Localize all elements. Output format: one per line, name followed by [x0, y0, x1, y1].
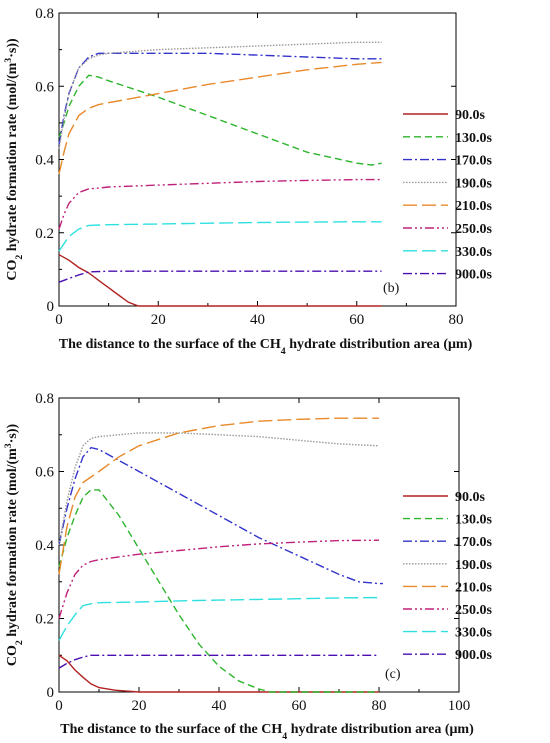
y-tick-label: 0 — [47, 299, 55, 315]
series-line-900.0s — [58, 270, 382, 283]
series-line-90.0s — [58, 654, 379, 693]
series-line-330.0s — [58, 221, 382, 252]
x-axis-label: The distance to the surface of the CH4 h… — [60, 722, 474, 742]
legend-label: 900.0s — [455, 648, 493, 663]
legend-label: 250.0s — [455, 603, 493, 618]
series-line-190.0s — [58, 432, 380, 546]
x-tick-label: 80 — [449, 312, 464, 328]
y-axis-label: CO2 hydrate formation rate (mol/(m3·s)) — [3, 424, 25, 667]
legend-label: 130.0s — [455, 131, 493, 146]
legend-label: 90.0s — [455, 490, 486, 505]
legend-label: 190.0s — [455, 176, 493, 191]
x-tick-label: 100 — [448, 698, 471, 714]
x-tick-label: 20 — [151, 312, 166, 328]
y-tick-label: 0.4 — [35, 538, 54, 554]
y-axis-label: CO2 hydrate formation rate (mol/(m3·s)) — [3, 38, 25, 281]
x-tick-label: 80 — [372, 698, 387, 714]
y-tick-label: 0.6 — [35, 465, 54, 481]
x-tick-label: 20 — [132, 698, 147, 714]
x-tick-label: 40 — [250, 312, 265, 328]
y-tick-label: 0.8 — [35, 391, 54, 407]
y-tick-label: 0.6 — [35, 79, 54, 95]
y-tick-label: 0.2 — [35, 612, 54, 628]
chart-panel-b: 0 20 40 60 80 0 0.2 0.4 0.6 0.8 90.0s 130.0s 170.0s 1… — [3, 6, 493, 357]
panel-label: (c) — [385, 667, 401, 682]
legend-label: 130.0s — [455, 513, 493, 528]
chart-panel-c: 0 20 40 60 80 100 0 0.2 0.4 0.6 0.8 90.0s 130.0s 170.… — [3, 391, 493, 742]
x-tick-label: 40 — [212, 698, 227, 714]
series-line-900.0s — [58, 654, 379, 669]
x-tick-label: 60 — [349, 312, 364, 328]
plot-frame — [58, 397, 460, 693]
plot-frame — [58, 12, 457, 307]
legend-label: 210.0s — [455, 580, 493, 595]
series-line-210.0s — [58, 61, 382, 175]
legend-label: 330.0s — [455, 626, 493, 641]
legend-label: 210.0s — [455, 199, 493, 214]
series-line-90.0s — [58, 254, 382, 307]
series-line-190.0s — [58, 41, 382, 149]
y-tick-label: 0.4 — [35, 153, 54, 169]
y-tick-label: 0 — [47, 685, 55, 701]
y-tick-label: 0.8 — [35, 6, 54, 22]
x-tick-label: 0 — [55, 698, 63, 714]
series-line-210.0s — [58, 417, 379, 575]
legend-label: 170.0s — [455, 154, 493, 169]
x-axis-label: The distance to the surface of the CH4 h… — [59, 337, 473, 357]
legend-label: 90.0s — [455, 108, 486, 123]
y-tick-label: 0.2 — [35, 226, 54, 242]
x-tick-label: 60 — [292, 698, 307, 714]
series-line-250.0s — [58, 178, 382, 230]
panel-label: (b) — [383, 281, 400, 296]
series-line-330.0s — [58, 596, 380, 641]
series-line-130.0s — [58, 489, 379, 693]
series-line-250.0s — [58, 539, 380, 619]
legend-label: 190.0s — [455, 558, 493, 573]
x-tick-label: 0 — [55, 312, 63, 328]
series-line-170.0s — [58, 52, 382, 146]
legend-label: 900.0s — [455, 268, 493, 283]
legend-label: 170.0s — [455, 535, 493, 550]
legend-label: 330.0s — [455, 245, 493, 260]
legend-label: 250.0s — [455, 222, 493, 237]
series-line-130.0s — [58, 74, 382, 166]
series-line-170.0s — [58, 446, 383, 585]
